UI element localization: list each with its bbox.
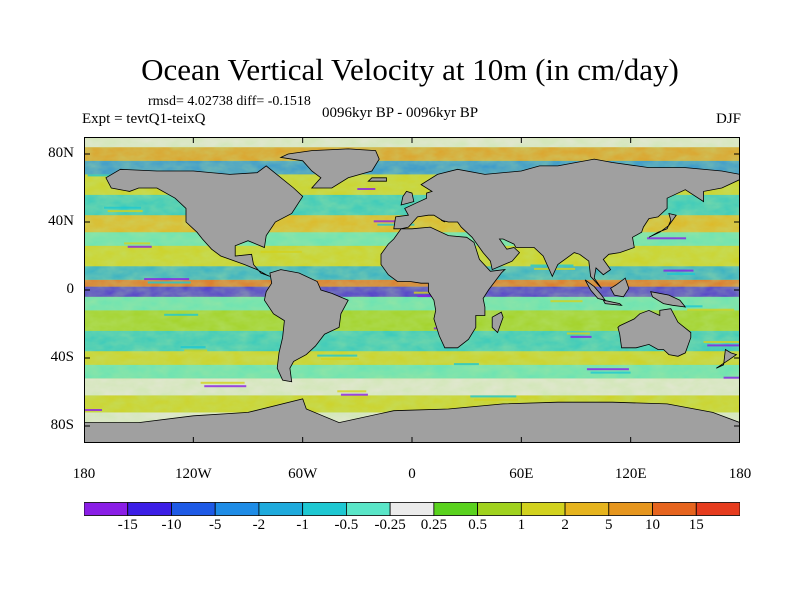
- velocity-map: [84, 137, 740, 443]
- colorbar-swatch: [214, 502, 260, 516]
- lat-label: 40N: [48, 213, 74, 229]
- colorbar-label: -2: [252, 517, 266, 533]
- colorbar-swatch: [127, 502, 172, 516]
- lat-label: 80S: [50, 417, 74, 433]
- colorbar-swatch: [652, 502, 697, 516]
- lat-label: 0: [66, 281, 75, 297]
- colorbar-label: -5: [208, 517, 222, 533]
- colorbar-swatch: [564, 502, 610, 516]
- colorbar: [84, 502, 740, 516]
- colorbar-swatch: [84, 502, 129, 516]
- lon-label: 60W: [288, 466, 318, 482]
- lat-label: 80N: [48, 145, 74, 161]
- lon-label: 180: [72, 466, 96, 482]
- stats-text: rmsd= 4.02738 diff= -0.1518: [148, 94, 311, 109]
- lon-label: 120E: [614, 466, 647, 482]
- colorbar-label: -10: [161, 517, 182, 533]
- colorbar-swatch: [258, 502, 304, 516]
- lon-label: 0: [408, 466, 416, 482]
- colorbar-swatch: [345, 502, 391, 516]
- colorbar-swatch: [520, 502, 566, 516]
- colorbar-label: 5: [605, 517, 613, 533]
- lon-label: 180: [728, 466, 752, 482]
- colorbar-label: 10: [645, 517, 661, 533]
- colorbar-swatch: [695, 502, 740, 516]
- colorbar-swatch: [171, 502, 216, 516]
- colorbar-label: 1: [517, 517, 526, 533]
- colorbar-label: -0.25: [374, 517, 406, 533]
- colorbar-swatch: [302, 502, 347, 516]
- colorbar-swatch: [433, 502, 479, 516]
- season-label: DJF: [715, 111, 741, 127]
- lon-label: 60E: [509, 466, 534, 482]
- land-masses: [84, 148, 740, 443]
- colorbar-label: 0.25: [420, 517, 447, 533]
- map-ticks: [84, 137, 740, 443]
- colorbar-swatch: [389, 502, 435, 516]
- plot-title: Ocean Vertical Velocity at 10m (in cm/da…: [141, 52, 679, 87]
- colorbar-swatch: [477, 502, 522, 516]
- experiment-label: Expt = tevtQ1-teixQ: [82, 111, 206, 127]
- colorbar-label: 0.5: [468, 517, 487, 533]
- colorbar-label: -0.5: [334, 517, 359, 533]
- lat-label: 40S: [50, 349, 74, 365]
- colorbar-label: 15: [688, 517, 704, 533]
- lon-label: 120W: [174, 466, 212, 482]
- colorbar-swatch: [608, 502, 653, 516]
- colorbar-label: -15: [117, 517, 138, 533]
- period-label: 0096kyr BP - 0096kyr BP: [322, 105, 479, 121]
- colorbar-label: 2: [561, 517, 569, 533]
- colorbar-label: -1: [296, 517, 309, 533]
